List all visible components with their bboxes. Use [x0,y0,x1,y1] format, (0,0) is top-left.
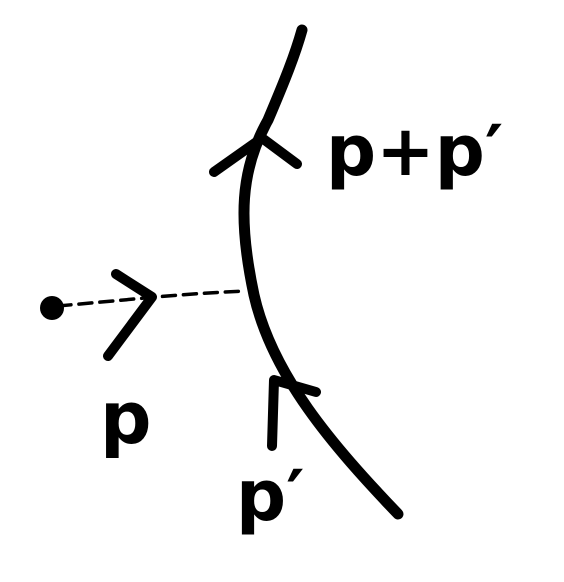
label-initial: p′ [236,455,305,537]
fermion-line [238,24,404,520]
incoming-arrow-icon [103,269,157,361]
dashed-boson-line [56,289,248,308]
upper-arrow-icon [209,133,302,177]
source-vertex-dot [40,296,64,320]
lower-arrow-icon [267,375,321,451]
label-outgoing: p+p′ [326,110,503,192]
label-incoming: p [100,376,152,460]
